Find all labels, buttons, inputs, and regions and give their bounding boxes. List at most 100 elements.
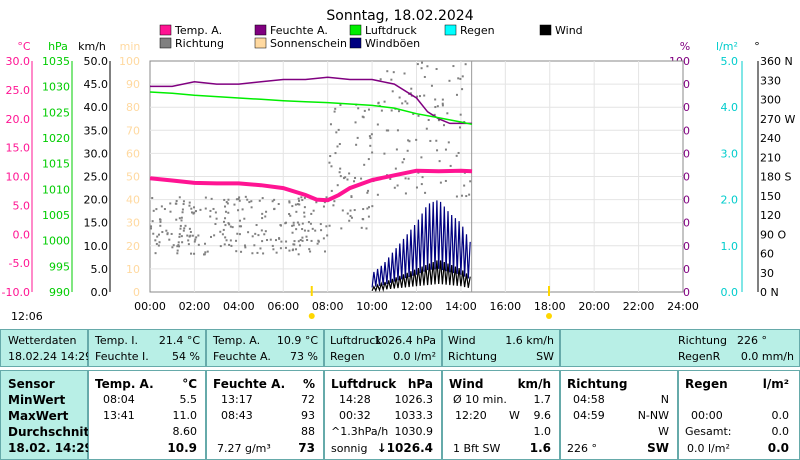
richtung-point <box>356 136 359 139</box>
richtung-point <box>349 209 352 212</box>
richtung-point <box>192 212 195 215</box>
richtung-point <box>240 225 243 228</box>
richtung-point <box>175 218 178 221</box>
richtung-point <box>261 197 264 200</box>
richtung-point <box>368 135 371 138</box>
axis-tick-label: 995 <box>49 260 70 273</box>
axis-tick-label: 2.0 <box>721 194 739 207</box>
x-tick-label: 08:00 <box>312 300 344 313</box>
axis-tick-label: 90 <box>126 78 140 91</box>
richtung-point <box>166 233 169 236</box>
richtung-point <box>348 219 351 222</box>
richtung-point <box>447 141 450 144</box>
richtung-point <box>317 240 320 243</box>
richtung-point <box>334 107 337 110</box>
richtung-point <box>367 206 370 209</box>
richtung-point <box>295 228 298 231</box>
legend-swatch <box>254 37 267 49</box>
richtung-point <box>291 231 294 234</box>
richtung-point <box>175 200 178 203</box>
richtung-point <box>225 201 228 204</box>
weather-chart: Sonntag, 18.02.2024 Temp. A. Feuchte A. Lu… <box>2 8 796 320</box>
axis-unit: % <box>680 40 690 53</box>
richtung-point <box>227 222 230 225</box>
richtung-point <box>190 207 193 210</box>
richtung-point <box>247 231 250 234</box>
richtung-point <box>465 195 468 198</box>
richtung-point <box>154 252 157 255</box>
legend-label: Wind <box>555 24 583 37</box>
richtung-point <box>314 229 317 232</box>
richtung-point <box>279 247 282 250</box>
richtung-point <box>367 189 370 192</box>
richtung-point <box>165 229 168 232</box>
richtung-point <box>161 231 164 234</box>
richtung-point <box>362 208 365 211</box>
chart-legend: Temp. A. Feuchte A. Luftdruck Regen Wind Rich… <box>159 24 583 50</box>
richtung-point <box>441 98 444 101</box>
richtung-point <box>243 244 246 247</box>
richtung-point <box>237 198 240 201</box>
richtung-point <box>151 220 154 223</box>
axis-tick-label: 240 <box>760 132 781 145</box>
richtung-point <box>434 106 437 109</box>
richtung-point <box>295 248 298 251</box>
richtung-point <box>312 209 315 212</box>
cell-wind: Wind 1.6 km/h Richtung SW <box>442 329 560 367</box>
richtung-point <box>163 208 166 211</box>
axis-tick-label: 10.0 <box>6 171 31 184</box>
axis-unit: hPa <box>48 40 68 53</box>
richtung-point <box>190 252 193 255</box>
richtung-point <box>309 222 312 225</box>
legend-swatch <box>159 37 172 49</box>
richtung-point <box>322 237 325 240</box>
richtung-point <box>389 177 392 180</box>
richtung-point <box>209 209 212 212</box>
richtung-point <box>195 236 198 239</box>
richtung-point <box>458 126 461 129</box>
richtung-point <box>301 222 304 225</box>
richtung-point <box>455 195 458 198</box>
richtung-point <box>383 152 386 155</box>
richtung-point <box>427 119 430 122</box>
richtung-point <box>301 239 304 242</box>
richtung-point <box>329 123 332 126</box>
richtung-point <box>344 176 347 179</box>
axis-tick-label: 5.0 <box>721 55 739 68</box>
richtung-point <box>210 235 213 238</box>
richtung-point <box>227 211 230 214</box>
richtung-point <box>390 78 393 81</box>
axis-tick-label: 1030 <box>42 81 70 94</box>
axis-tick-label: 180 S <box>760 171 791 184</box>
richtung-point <box>421 61 424 64</box>
richtung-point <box>204 251 207 254</box>
richtung-point <box>182 200 185 203</box>
legend-label: Richtung <box>175 37 224 50</box>
axis-tick-label: 40 <box>126 194 140 207</box>
richtung-point <box>266 239 269 242</box>
legend-label: Temp. A. <box>174 24 222 37</box>
richtung-point <box>315 201 318 204</box>
richtung-point <box>469 180 472 183</box>
richtung-point <box>377 102 380 105</box>
richtung-point <box>346 178 349 181</box>
richtung-point <box>238 225 241 228</box>
richtung-point <box>336 145 339 148</box>
richtung-point <box>404 177 407 180</box>
richtung-point <box>433 113 436 116</box>
richtung-point <box>334 152 337 155</box>
richtung-point <box>391 90 394 93</box>
richtung-point <box>203 253 206 256</box>
richtung-point <box>426 65 429 68</box>
richtung-point <box>323 201 326 204</box>
axis-tick-label: 4.0 <box>721 101 739 114</box>
richtung-point <box>193 252 196 255</box>
richtung-point <box>365 227 368 230</box>
axis-tick-label: 3.0 <box>721 147 739 160</box>
richtung-point <box>238 233 241 236</box>
richtung-point <box>468 193 471 196</box>
cell-wetterdaten: Wetterdaten 18.02.24 14:29 <box>0 329 92 367</box>
richtung-point <box>194 210 197 213</box>
richtung-point <box>190 211 193 214</box>
richtung-point <box>296 221 299 224</box>
